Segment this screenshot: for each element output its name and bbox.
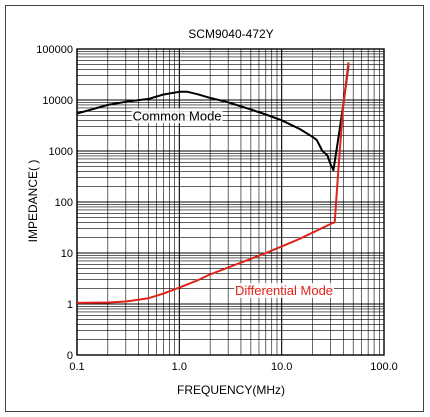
annotation-background <box>234 283 335 299</box>
y-tick-label: 1 <box>67 299 73 311</box>
common-mode-label: Common Mode <box>133 108 222 123</box>
x-tick-label: 10.0 <box>271 361 292 373</box>
series-lines <box>76 62 350 304</box>
chart-title: SCM9040-472Y <box>188 27 273 41</box>
differential-mode-line <box>76 62 350 304</box>
x-tick-label: 0.1 <box>69 361 84 373</box>
x-tick-label: 1.0 <box>172 361 187 373</box>
grid-lines <box>76 49 384 356</box>
y-tick-label: 100 <box>55 197 73 209</box>
y-tick-label: 10000 <box>42 95 73 107</box>
x-tick-labels: 0.1 1.0 10.0 100.0 <box>69 361 397 373</box>
y-tick-labels: 0 1 10 100 1000 10000 100000 <box>36 44 73 362</box>
y-tick-label: 100000 <box>36 44 73 56</box>
series-annotations: Common Mode Differential Mode <box>131 108 335 299</box>
annotation-background <box>131 108 223 124</box>
x-tick-label: 100.0 <box>370 361 398 373</box>
y-axis-label: IMPEDANCE( ) <box>26 160 40 243</box>
y-tick-label: 1000 <box>49 146 73 158</box>
y-tick-label: 10 <box>61 248 73 260</box>
x-axis-label: FREQUENCY(MHz) <box>177 383 285 397</box>
y-tick-label: 0 <box>67 350 73 362</box>
differential-mode-label: Differential Mode <box>235 283 333 298</box>
plot-border <box>76 48 385 356</box>
common-mode-line <box>76 65 350 172</box>
